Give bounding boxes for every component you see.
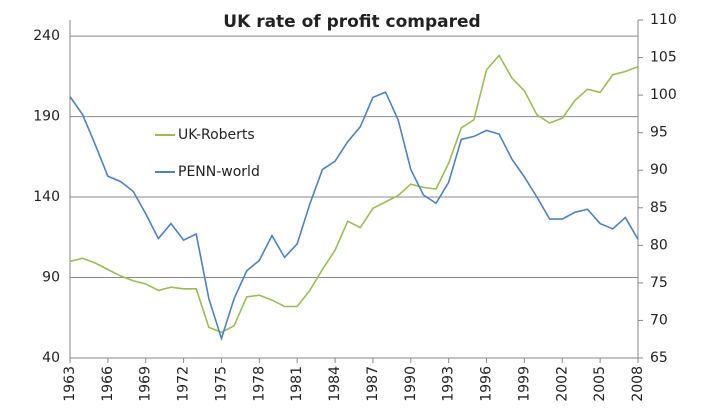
x-tick-label: 1996 (479, 366, 495, 402)
y2-tick-label: 90 (650, 162, 668, 178)
y-tick-label: 240 (33, 28, 60, 44)
y-tick-label: 140 (33, 189, 60, 205)
x-tick-label: 1978 (251, 366, 267, 402)
y-tick-label: 190 (33, 109, 60, 125)
series-line (69, 91, 639, 342)
x-tick-label: 1966 (100, 366, 116, 402)
chart-title: UK rate of profit compared (223, 12, 480, 32)
y-tick-label: 90 (42, 270, 60, 286)
legend-label: PENN-world (178, 164, 260, 180)
y2-tick-label: 80 (650, 237, 668, 253)
x-tick-label: 1999 (516, 366, 532, 402)
y2-tick-label: 75 (650, 275, 668, 291)
x-tick-label: 1984 (327, 366, 343, 402)
y2-tick-label: 100 (650, 87, 677, 103)
y2-tick-label: 85 (650, 200, 668, 216)
x-tick-label: 2002 (554, 366, 570, 402)
legend-label: UK-Roberts (178, 127, 255, 143)
x-tick-label: 2005 (592, 366, 608, 402)
series-line (69, 54, 639, 334)
y-tick-label: 40 (42, 350, 60, 366)
y2-tick-label: 70 (650, 312, 668, 328)
x-tick-label: 1975 (213, 366, 229, 402)
x-tick-label: 1981 (289, 366, 305, 402)
y2-tick-label: 110 (650, 12, 677, 28)
x-tick-label: 1993 (441, 366, 457, 402)
y2-tick-label: 105 (650, 50, 677, 66)
y2-tick-label: 65 (650, 350, 668, 366)
y2-tick-label: 95 (650, 125, 668, 141)
x-tick-label: 2008 (630, 366, 646, 402)
x-tick-label: 1969 (138, 366, 154, 402)
x-tick-label: 1990 (403, 366, 419, 402)
x-tick-label: 1987 (365, 366, 381, 402)
x-tick-label: 1963 (62, 366, 78, 402)
x-tick-label: 1972 (176, 366, 192, 402)
